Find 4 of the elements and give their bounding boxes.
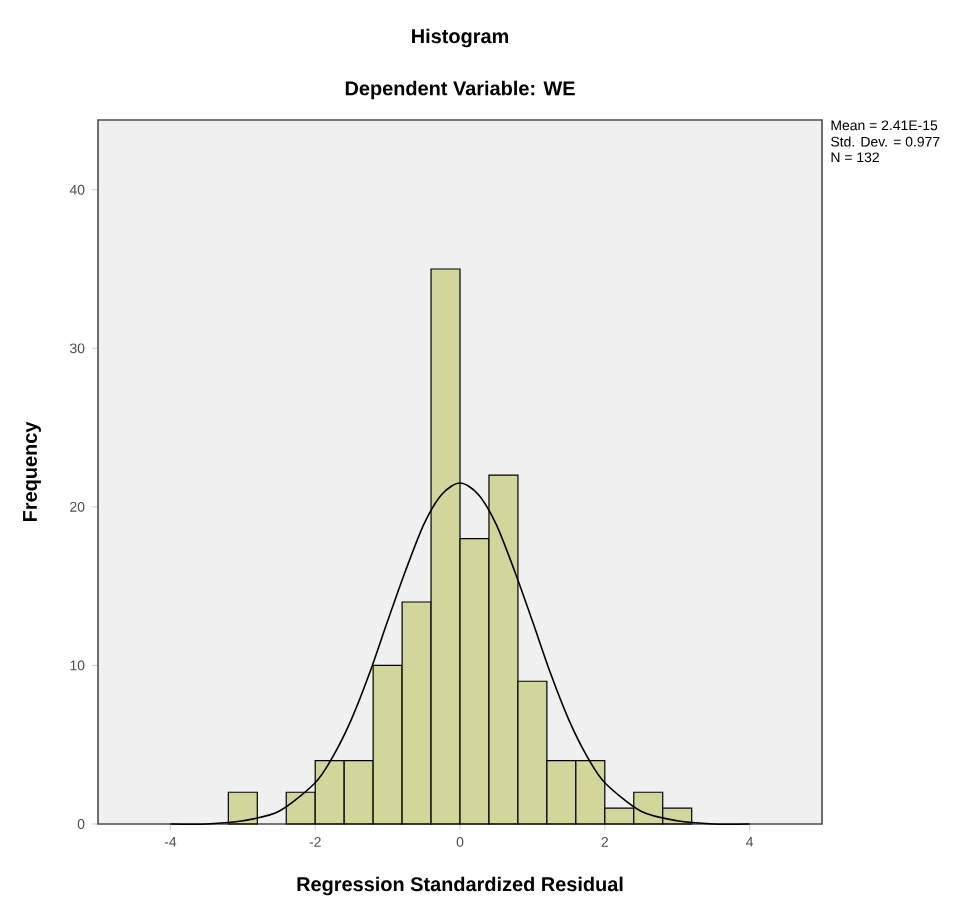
x-axis-title: Regression Standardized Residual bbox=[297, 876, 623, 896]
chart-title: Histogram bbox=[412, 28, 509, 48]
y-axis-title: Frequency bbox=[23, 421, 41, 522]
chart-subtitle: Dependent Variable: WE bbox=[345, 80, 575, 100]
